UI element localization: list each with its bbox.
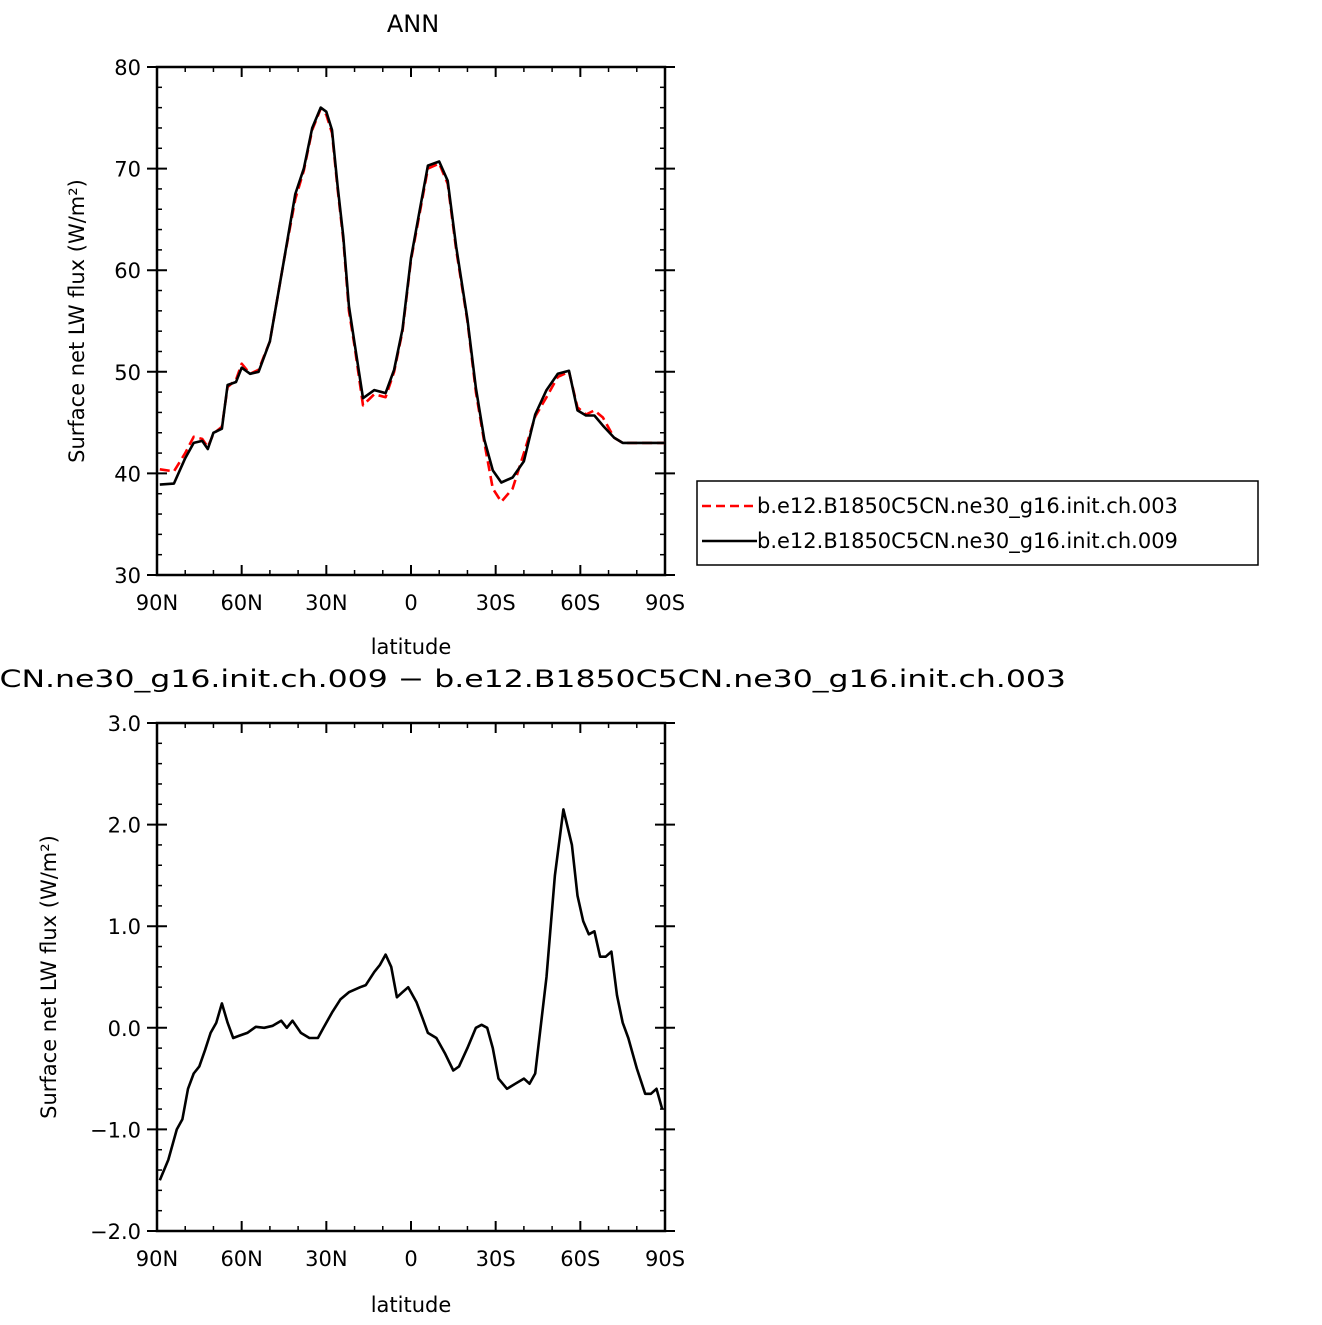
y-tick-label: 50 [114,361,141,385]
legend-box [696,480,1259,566]
chart-title: b.e12.B1850C5CN.ne30_g16.init.ch.009 − b… [0,665,1066,693]
plot-frame [155,65,667,577]
x-tick-label: 60S [560,591,600,615]
x-tick-label: 60S [560,1247,600,1271]
x-tick-label: 90N [136,591,178,615]
x-tick-label: 30S [476,591,516,615]
series-line [159,106,665,486]
y-tick-label: 1.0 [108,915,141,939]
x-tick-label: 60N [220,1247,262,1271]
y-axis-label: Surface net LW flux (W/m²) [65,179,89,463]
x-tick-label: 30S [476,1247,516,1271]
legend-label: b.e12.B1850C5CN.ne30_g16.init.ch.003 [757,494,1178,519]
y-axis: 30 40 50 60 70 80 [114,56,675,588]
y-tick-label: 80 [114,56,141,80]
y-tick-label: 0.0 [108,1017,141,1041]
x-tick-label: 0 [404,591,417,615]
y-tick-label: −2.0 [90,1220,141,1244]
legend-label: b.e12.B1850C5CN.ne30_g16.init.ch.009 [757,529,1178,554]
series-layer [159,106,665,504]
y-axis: −2.0 −1.0 0.0 1.0 2.0 3.0 [90,712,675,1244]
y-axis-label: Surface net LW flux (W/m²) [37,835,61,1119]
chart-title: ANN [387,10,439,38]
x-axis-label: latitude [371,1293,452,1317]
legend: b.e12.B1850C5CN.ne30_g16.init.ch.003 b.e… [696,480,1259,566]
x-axis: 90N 60N 30N 0 30S 60S 90S [136,723,685,1271]
x-tick-label: 60N [220,591,262,615]
x-tick-label: 30N [305,1247,347,1271]
series-layer [158,808,664,1181]
mean-flux-panel: ANN 90N 60N 30N 0 30S 60S 90S 30 40 50 60 70 80 lat… [65,10,1259,659]
plot-frame [155,721,667,1233]
x-axis: 90N 60N 30N 0 30S 60S 90S [136,67,685,615]
series-line [159,107,665,504]
x-tick-label: 0 [404,1247,417,1271]
series-line [158,808,664,1181]
x-tick-label: 30N [305,591,347,615]
y-tick-label: 3.0 [108,712,141,736]
y-tick-label: 60 [114,259,141,283]
x-tick-label: 90S [645,1247,685,1271]
difference-panel: b.e12.B1850C5CN.ne30_g16.init.ch.009 − b… [0,665,1066,1317]
y-tick-label: −1.0 [90,1118,141,1142]
y-tick-label: 30 [114,564,141,588]
x-tick-label: 90N [136,1247,178,1271]
y-tick-label: 70 [114,158,141,182]
x-axis-label: latitude [371,635,452,659]
y-tick-label: 2.0 [108,814,141,838]
y-tick-label: 40 [114,462,141,486]
x-tick-label: 90S [645,591,685,615]
